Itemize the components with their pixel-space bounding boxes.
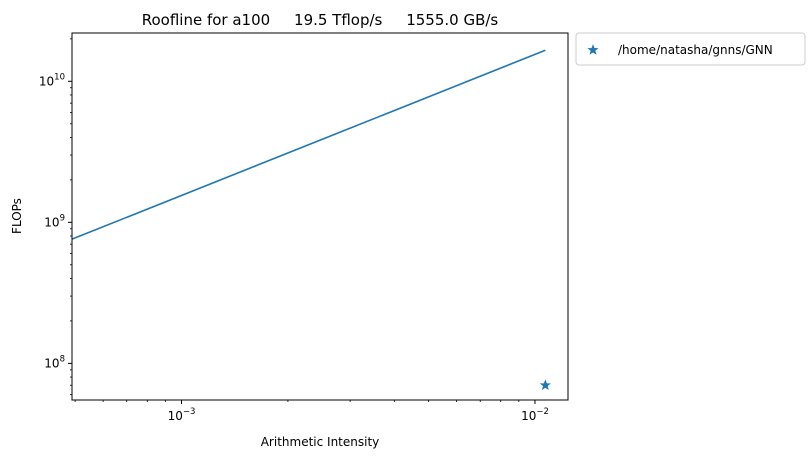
- y-tick-label: 1010: [39, 72, 65, 88]
- roofline-line: [71, 49, 546, 240]
- chart-title: Roofline for a100 19.5 Tflop/s 1555.0 GB…: [142, 11, 499, 29]
- y-tick-label: 108: [44, 354, 65, 370]
- scatter-star-point: [539, 379, 551, 390]
- y-axis-label: FLOPs: [10, 198, 24, 234]
- legend-star-icon: [587, 44, 599, 55]
- plot-frame: [71, 32, 569, 401]
- legend-star-marker: [587, 44, 599, 55]
- y-tick-label: 109: [44, 213, 65, 229]
- legend: /home/natasha/gnns/GNN: [575, 32, 806, 66]
- legend-box: [575, 32, 806, 66]
- x-axis-label: Arithmetic Intensity: [261, 435, 380, 449]
- legend-entry-label: /home/natasha/gnns/GNN: [618, 43, 773, 57]
- series-layer: [71, 49, 551, 390]
